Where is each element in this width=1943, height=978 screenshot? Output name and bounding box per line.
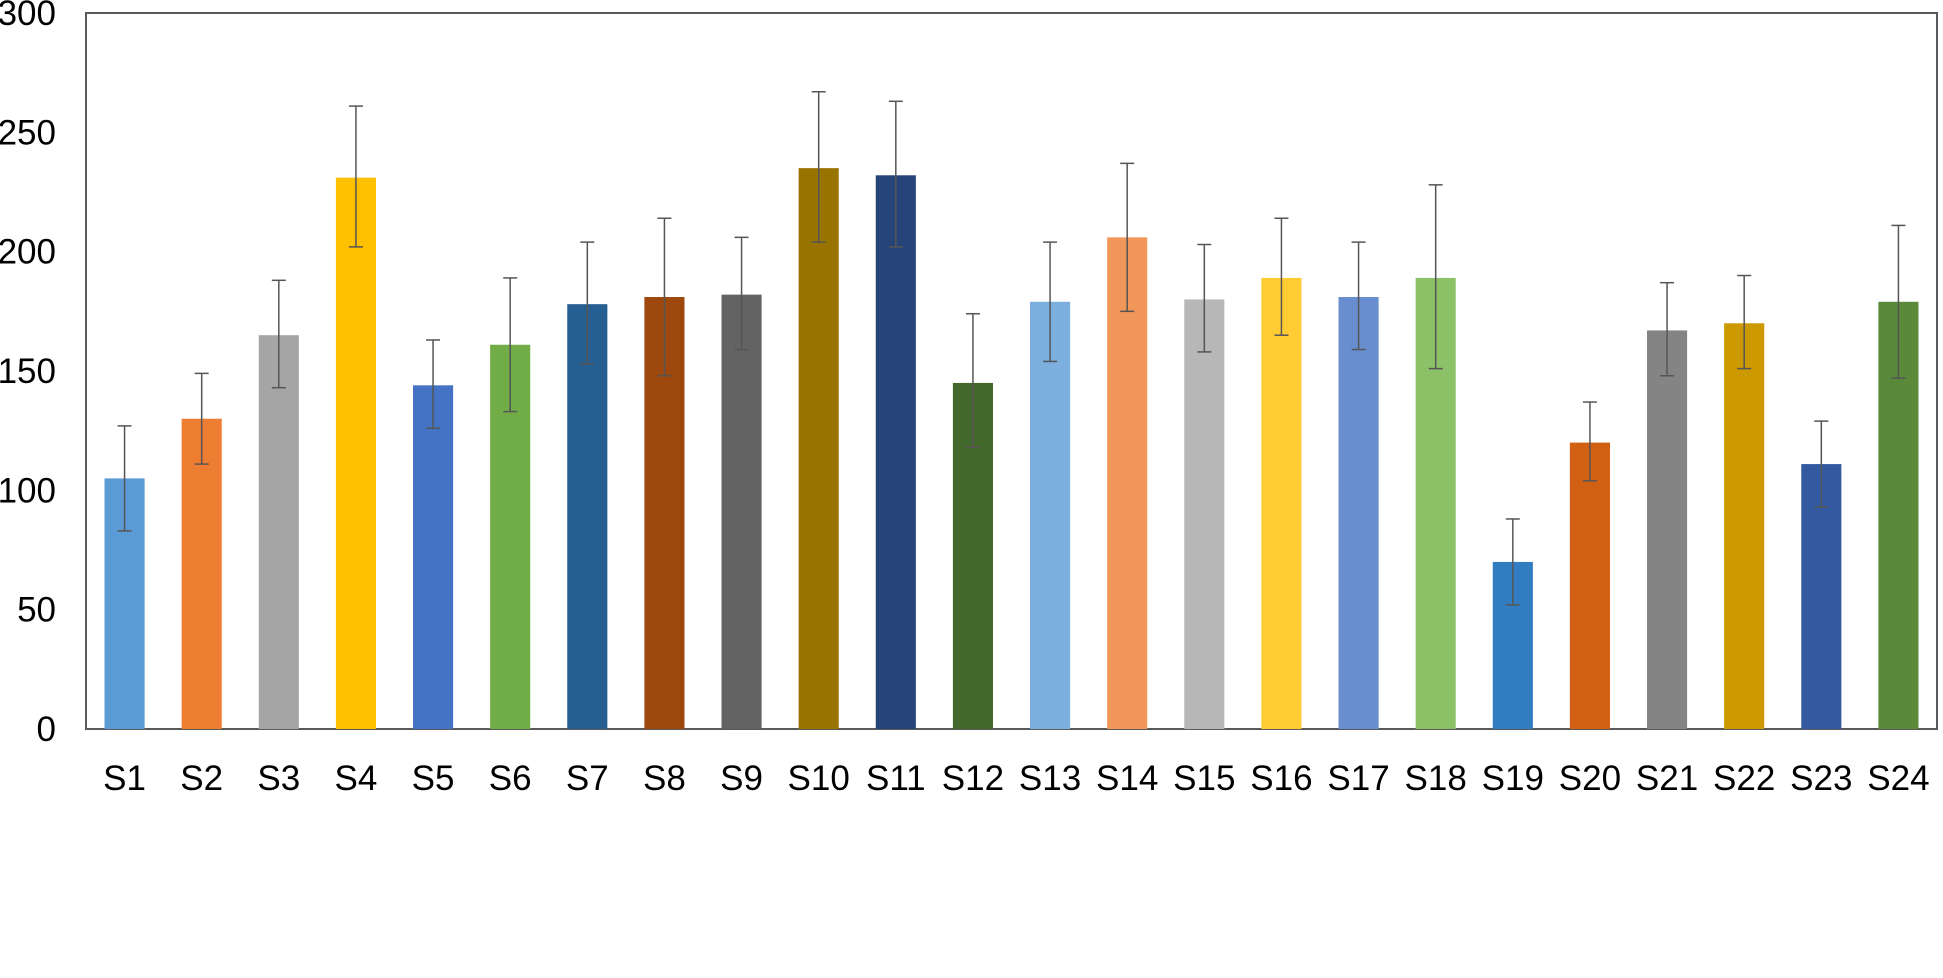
x-tick-label: S6 <box>489 759 532 798</box>
y-tick-label: 250 <box>0 113 56 152</box>
y-tick-label: 150 <box>0 352 56 391</box>
error-bar-s22 <box>1737 274 1752 370</box>
y-tick-label: 300 <box>0 0 56 33</box>
x-tick-label: S7 <box>566 759 609 798</box>
error-bar-s9 <box>734 236 749 351</box>
x-tick-label: S13 <box>1019 759 1081 798</box>
error-bar-s3 <box>271 279 286 389</box>
x-tick-label: S11 <box>866 759 926 798</box>
x-tick-label: S19 <box>1482 759 1544 798</box>
bar-s11 <box>875 175 916 729</box>
y-tick-label: 100 <box>0 471 56 510</box>
error-bar-s12 <box>965 312 980 449</box>
x-tick-label: S16 <box>1250 759 1312 798</box>
bar-s4 <box>335 177 376 729</box>
x-tick-label: S3 <box>257 759 300 798</box>
bar-s20 <box>1569 442 1610 729</box>
bar-s16 <box>1261 277 1302 729</box>
error-bar-s6 <box>503 277 518 413</box>
error-bar-s10 <box>811 91 826 243</box>
error-bar-s23 <box>1814 420 1829 508</box>
x-tick-label: S5 <box>412 759 455 798</box>
y-tick-label: 200 <box>0 233 56 272</box>
x-tick-label: S15 <box>1173 759 1235 798</box>
bar-s22 <box>1724 323 1765 729</box>
bar-s2 <box>181 418 222 729</box>
bar-s9 <box>721 294 762 729</box>
error-bar-s16 <box>1274 217 1289 336</box>
x-tick-label: S17 <box>1327 759 1389 798</box>
error-bar-s11 <box>888 100 903 248</box>
error-bar-s7 <box>580 241 595 365</box>
x-tick-label: S23 <box>1790 759 1852 798</box>
bar-s17 <box>1338 297 1379 729</box>
error-bar-s14 <box>1120 162 1135 313</box>
bar-s10 <box>798 168 839 730</box>
error-bar-s2 <box>194 372 209 465</box>
bar-s14 <box>1107 237 1148 729</box>
error-bar-s24 <box>1891 224 1906 379</box>
x-tick-label: S20 <box>1559 759 1621 798</box>
error-bar-s17 <box>1351 241 1366 351</box>
x-tick-label: S12 <box>942 759 1004 798</box>
error-bar-s20 <box>1582 401 1597 482</box>
x-tick-label: S24 <box>1867 759 1929 798</box>
y-tick-label: 0 <box>37 710 56 749</box>
bar-s23 <box>1801 464 1842 729</box>
y-tick-label: 50 <box>17 591 56 630</box>
x-tick-label: S4 <box>335 759 378 798</box>
error-bar-s13 <box>1043 241 1058 363</box>
bar-s21 <box>1647 330 1688 729</box>
error-bar-s19 <box>1505 518 1520 606</box>
bar-s3 <box>258 335 299 729</box>
x-tick-label: S9 <box>720 759 763 798</box>
bar-s7 <box>567 304 608 729</box>
bar-s13 <box>1030 301 1071 729</box>
x-tick-label: S14 <box>1096 759 1158 798</box>
error-bar-s1 <box>117 425 132 532</box>
error-bar-s21 <box>1660 281 1675 377</box>
bar-s5 <box>413 385 454 729</box>
bar-s15 <box>1184 299 1225 729</box>
plot-frame <box>85 12 1938 730</box>
x-tick-label: S10 <box>788 759 850 798</box>
error-bar-s8 <box>657 217 672 377</box>
error-bar-s18 <box>1428 184 1443 370</box>
x-tick-label: S2 <box>180 759 223 798</box>
error-bar-s5 <box>426 339 441 430</box>
x-tick-label: S18 <box>1405 759 1467 798</box>
error-bar-s4 <box>348 105 363 248</box>
x-tick-label: S22 <box>1713 759 1775 798</box>
x-tick-label: S1 <box>103 759 146 798</box>
x-tick-label: S8 <box>643 759 686 798</box>
error-bar-s15 <box>1197 243 1212 353</box>
x-tick-label: S21 <box>1636 759 1698 798</box>
